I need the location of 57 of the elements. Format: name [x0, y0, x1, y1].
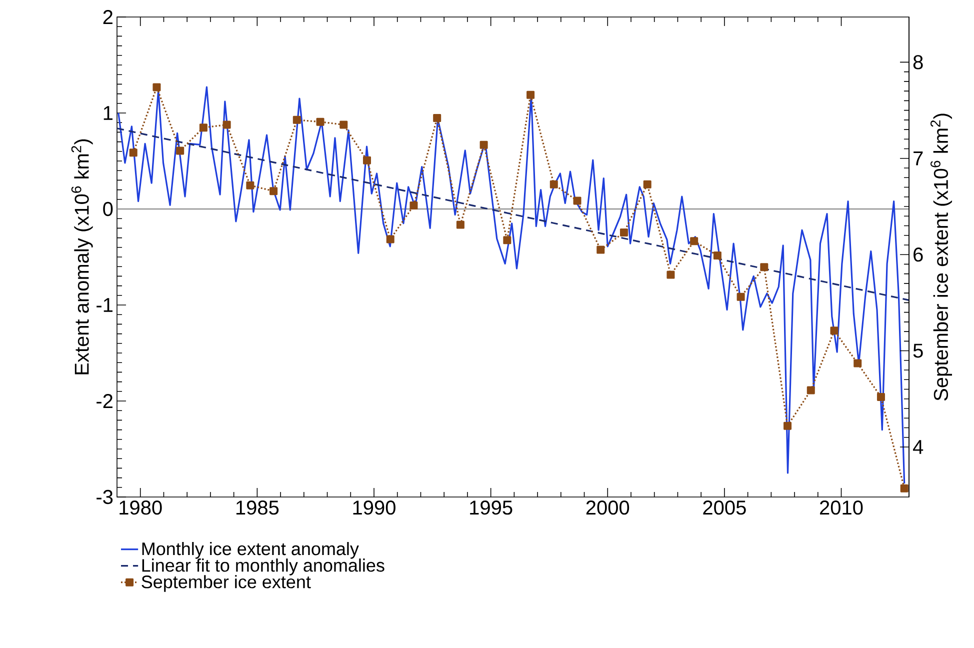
- point: [176, 146, 184, 155]
- point: [900, 484, 908, 492]
- point: [386, 235, 394, 244]
- legend-label: Monthly ice extent anomaly: [142, 542, 359, 559]
- point: [830, 326, 838, 335]
- point: [760, 263, 768, 272]
- x-tick-label: 1985: [236, 500, 279, 515]
- y2-tick-label: 6: [914, 248, 923, 262]
- x-tick-label: 1990: [353, 500, 396, 515]
- point: [316, 118, 324, 126]
- y2-axis-title: September ice extent (x10$^{6}$ km$^{2}$): [930, 114, 952, 401]
- point: [292, 116, 301, 124]
- y-tick-label: 2: [103, 10, 112, 24]
- x-tick-label: 2000: [586, 500, 630, 515]
- x-tick-label: 2010: [820, 500, 863, 515]
- point: [876, 392, 885, 401]
- point: [596, 246, 605, 254]
- point: [784, 422, 792, 430]
- point: [199, 124, 208, 132]
- point: [690, 237, 698, 246]
- point: [152, 83, 161, 92]
- point: [806, 386, 815, 394]
- point: [854, 359, 862, 368]
- point: [480, 140, 488, 149]
- legend-label: Linear fit to monthly anomalies: [142, 558, 384, 576]
- point: [550, 180, 558, 188]
- y-tick-label: -3: [96, 490, 113, 504]
- y-tick-label: -2: [96, 394, 112, 408]
- point: [736, 292, 745, 301]
- legend-label: September ice extent: [142, 575, 311, 592]
- point: [526, 90, 535, 99]
- y-tick-label: -1: [96, 298, 112, 312]
- point: [270, 187, 278, 196]
- point: [456, 220, 464, 229]
- y-tick-label: 0: [103, 202, 113, 216]
- point: [713, 252, 722, 260]
- point: [620, 228, 628, 236]
- y2-tick-label: 5: [913, 344, 923, 358]
- y-axis-title: Extent anomaly (x10$^{6}$ km$^{2}$): [71, 139, 93, 374]
- point: [246, 181, 254, 190]
- point: [433, 114, 442, 122]
- point: [666, 270, 675, 279]
- y2-tick-label: 8: [913, 55, 923, 70]
- point: [222, 120, 231, 129]
- y-tick-label: 1: [104, 106, 112, 120]
- point: [573, 196, 582, 205]
- x-tick-label: 1995: [470, 500, 512, 515]
- point: [129, 148, 138, 157]
- x-tick-label: 1980: [120, 500, 162, 515]
- point: [643, 180, 652, 188]
- point: [410, 202, 418, 210]
- point: [362, 156, 371, 164]
- point: [340, 120, 348, 129]
- point: [503, 236, 512, 244]
- x-tick-label: 2005: [703, 500, 746, 515]
- y2-tick-label: 4: [913, 440, 924, 454]
- y2-tick-label: 7: [914, 152, 923, 166]
